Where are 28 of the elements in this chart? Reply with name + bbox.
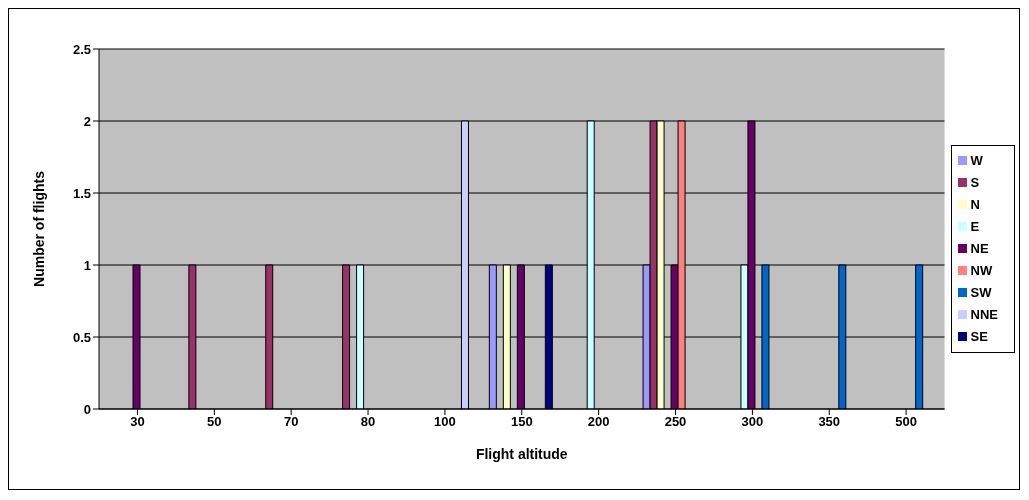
legend-label: W	[970, 153, 983, 168]
y-tick-label: 1.5	[72, 185, 91, 201]
y-axis-title: Number of flights	[30, 170, 47, 287]
legend-label: E	[970, 219, 980, 234]
legend-label: NW	[970, 263, 993, 278]
x-tick-label: 30	[130, 414, 145, 430]
x-axis-title: Flight altitude	[475, 446, 568, 462]
x-tick-label: 500	[895, 414, 917, 430]
y-tick-label: 1	[83, 257, 91, 273]
y-tick-label: 0.5	[72, 329, 91, 345]
y-tick-label: 0	[83, 401, 91, 417]
x-tick-label: 50	[207, 414, 222, 430]
legend-label: SW	[970, 285, 992, 300]
legend-label: NE	[970, 241, 989, 256]
x-tick-label: 200	[587, 414, 610, 430]
legend-label: SE	[970, 329, 988, 344]
legend-label: S	[970, 175, 980, 190]
legend-label: N	[970, 197, 980, 212]
x-tick-label: 150	[510, 414, 533, 430]
x-tick-label: 350	[818, 414, 841, 430]
x-tick-label: 80	[360, 414, 376, 430]
y-tick-label: 2	[83, 113, 91, 129]
x-tick-label: 300	[741, 414, 764, 430]
y-tick-label: 2.5	[72, 41, 91, 57]
x-tick-label: 100	[434, 414, 456, 430]
x-tick-label: 70	[283, 414, 299, 430]
legend-label: NNE	[970, 307, 998, 322]
x-tick-label: 250	[664, 414, 687, 430]
